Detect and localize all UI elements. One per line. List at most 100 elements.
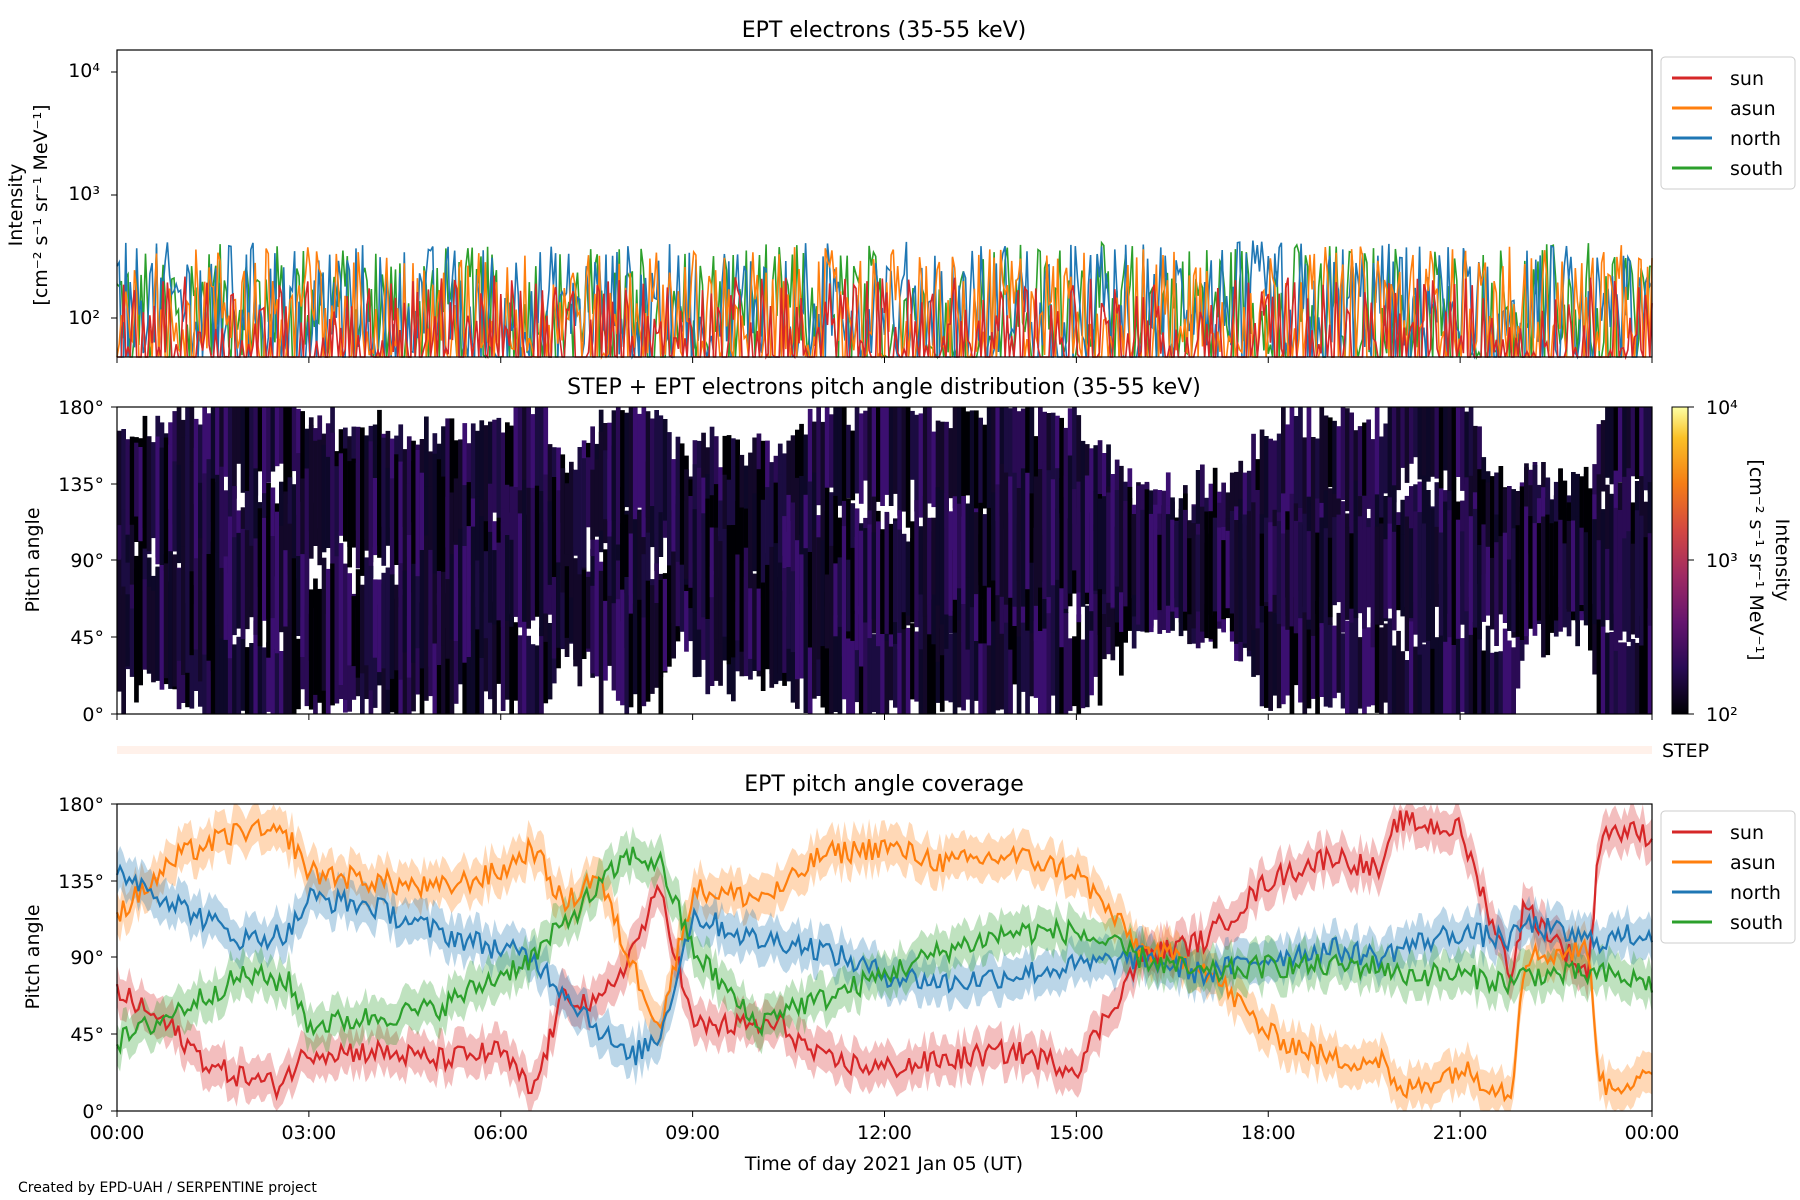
panel2-cell — [389, 478, 395, 575]
panel2-cell — [1127, 486, 1133, 629]
panel2-cell — [313, 440, 318, 546]
panel2-cell — [1374, 610, 1380, 713]
panel2-cell — [837, 617, 843, 714]
panel2-cell — [338, 543, 344, 685]
panel3-series-asun — [115, 818, 1653, 1103]
panel2-cell — [1195, 534, 1201, 612]
panel2-cell — [1413, 407, 1418, 458]
panel2-cell — [1362, 512, 1367, 629]
panel2-cell — [492, 550, 497, 625]
panel2-cell — [189, 461, 195, 589]
panel2-cell — [1596, 585, 1602, 714]
panel2-cell — [1285, 529, 1290, 630]
panel2-cell — [1596, 540, 1602, 620]
panel2-cell — [202, 407, 207, 501]
panel2-cell — [1093, 445, 1099, 532]
panel2-cell — [897, 618, 902, 714]
panel3-ytick-180: 180° — [58, 794, 104, 816]
panel2-cell — [1102, 575, 1107, 660]
panel2-cell — [684, 469, 689, 579]
panel2-cell — [394, 584, 399, 671]
panel2-cell — [1443, 407, 1448, 471]
panel2-cell — [961, 496, 966, 604]
panel2-cell — [1626, 468, 1632, 587]
panel2-cell — [522, 407, 527, 534]
panel2-cell — [1289, 493, 1295, 627]
panel2-cell — [995, 484, 1001, 596]
panel2-cell — [1349, 533, 1354, 609]
panel2-cell — [978, 534, 983, 644]
panel2-cell — [1383, 623, 1389, 703]
panel2-cell — [347, 461, 352, 568]
panel2-cell — [1229, 511, 1235, 614]
panel2-cell — [1630, 639, 1636, 714]
panel2-cell — [735, 439, 740, 563]
panel2-cell — [202, 554, 207, 655]
panel2-cell — [1434, 637, 1440, 714]
panel2-cell — [922, 496, 928, 617]
panel2-cell — [901, 407, 907, 512]
panel2-cell — [1502, 532, 1508, 623]
panel2-cell — [1008, 605, 1013, 714]
panel2-cell — [974, 512, 979, 595]
panel2-cell — [645, 580, 651, 702]
panel2-cell — [296, 638, 301, 710]
panel2-cell — [679, 515, 685, 632]
panel2-cell — [279, 525, 284, 633]
panel2-cell — [965, 411, 971, 496]
panel2-cell — [372, 579, 378, 658]
panel2-cell — [986, 590, 992, 714]
panel2-cell — [1008, 476, 1013, 598]
panel2-cell — [262, 647, 267, 714]
x-tick-label: 09:00 — [665, 1122, 720, 1144]
panel2-cell — [1114, 490, 1120, 587]
panel2-cell — [445, 496, 450, 594]
panel2-cell — [343, 448, 348, 542]
panel2-cell — [888, 523, 894, 635]
panel2-cell — [1507, 640, 1512, 714]
panel2-cell — [1093, 590, 1099, 677]
panel2-cell — [1272, 558, 1278, 696]
panel2-cell — [650, 585, 655, 694]
panel2-cell — [939, 421, 945, 493]
panel2-cell — [854, 407, 860, 494]
panel2-cell — [611, 603, 617, 691]
panel2-cell — [637, 511, 642, 622]
panel2-cell — [1276, 433, 1282, 517]
panel2-cell — [884, 611, 890, 714]
panel3-series-south — [116, 846, 1654, 1055]
panel2-cell — [611, 410, 617, 521]
panel2-cell — [1183, 509, 1188, 612]
panel2-cell — [1639, 407, 1644, 515]
panel2-cell — [1613, 407, 1619, 476]
panel2-cell — [803, 434, 809, 523]
panel2-cell — [424, 416, 429, 543]
panel2-cell — [428, 486, 433, 556]
panel2-cell — [325, 568, 331, 700]
panel2-cell — [1076, 415, 1082, 525]
panel2-cell — [1353, 520, 1359, 612]
panel2-cell — [658, 580, 664, 714]
panel2-cell — [240, 628, 246, 711]
panel2-cell — [210, 407, 216, 522]
panel2-cell — [650, 418, 655, 506]
panel2-cell — [910, 410, 915, 480]
panel2-cell — [1289, 591, 1295, 714]
panel2-cell — [1191, 523, 1197, 629]
panel2-cell — [1302, 590, 1308, 714]
panel2-cell — [496, 606, 502, 684]
panel2-cell — [1042, 461, 1047, 599]
panel2-plot — [116, 406, 1653, 715]
panel2-cell — [445, 579, 450, 659]
panel2-cell — [743, 547, 749, 657]
panel2-cell — [1345, 408, 1350, 512]
panel2-cell — [330, 563, 335, 706]
panel2-cell — [965, 532, 971, 650]
panel2-cell — [436, 459, 442, 594]
panel2-cell — [406, 535, 412, 678]
panel2-cell — [543, 610, 549, 704]
legend3-north-label: north — [1730, 882, 1781, 904]
panel2-cell — [1536, 523, 1542, 621]
panel2-cell — [1055, 630, 1060, 714]
panel2-cell — [628, 407, 634, 534]
